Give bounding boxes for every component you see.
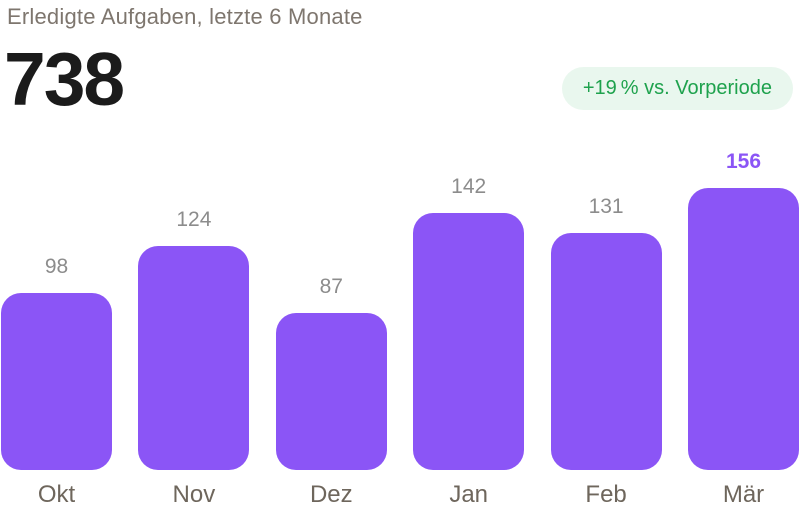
x-axis-label: Feb xyxy=(585,481,627,508)
bar-column: 131 Feb xyxy=(550,195,662,507)
x-axis-label: Dez xyxy=(309,481,353,508)
bar xyxy=(138,246,250,470)
x-axis-label: Okt xyxy=(37,481,76,508)
bar-column: 98 Okt xyxy=(1,255,112,507)
bar-value-label: 156 xyxy=(725,150,762,173)
bar-column: 87 Dez xyxy=(275,275,387,507)
bar xyxy=(1,293,112,470)
total-value: 738 xyxy=(4,37,125,121)
bar-column: 156 Mär xyxy=(688,150,799,507)
trend-badge: +19 % vs. Vorperiode xyxy=(561,67,793,110)
bar-value-label: 142 xyxy=(451,175,487,198)
x-axis-label: Mär xyxy=(722,481,765,508)
bar xyxy=(413,213,525,470)
trend-badge-label: +19 % vs. Vorperiode xyxy=(582,77,772,99)
bar xyxy=(550,233,662,470)
bar xyxy=(275,313,387,470)
bar-value-label: 87 xyxy=(319,275,343,298)
bar-value-label: 98 xyxy=(44,255,69,278)
bar-value-label: 124 xyxy=(176,208,212,231)
x-axis-label: Jan xyxy=(449,481,489,508)
bar xyxy=(688,188,799,470)
bar-value-label: 131 xyxy=(588,195,624,218)
bar-column: 124 Nov xyxy=(138,208,250,507)
chart-title: Erledigte Aufgaben, letzte 6 Monate xyxy=(7,4,363,29)
bar-column: 142 Jan xyxy=(413,175,525,507)
x-axis-label: Nov xyxy=(172,481,216,508)
bar-chart: 98 Okt 124 Nov 87 Dez 142 Jan 131 Feb 156 Mär xyxy=(0,130,800,507)
